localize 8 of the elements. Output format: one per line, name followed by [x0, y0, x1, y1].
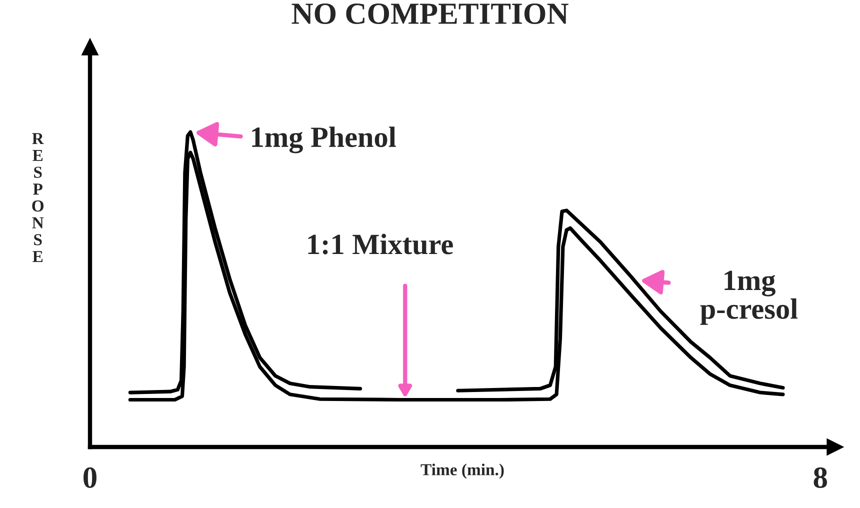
- annotation: 1mg Phenol: [252, 126, 396, 154]
- y-axis-title: RESPONSE: [32, 133, 44, 262]
- annotation: 1:1 Mixture: [308, 234, 453, 254]
- x-tick-label: 8: [814, 467, 828, 488]
- x-tick-label: 0: [84, 467, 96, 488]
- x-axis-title: Time (min.): [420, 464, 504, 479]
- chart-title: NO COMPETITION: [292, 4, 568, 24]
- annotation: 1mg p-cresol: [700, 270, 798, 325]
